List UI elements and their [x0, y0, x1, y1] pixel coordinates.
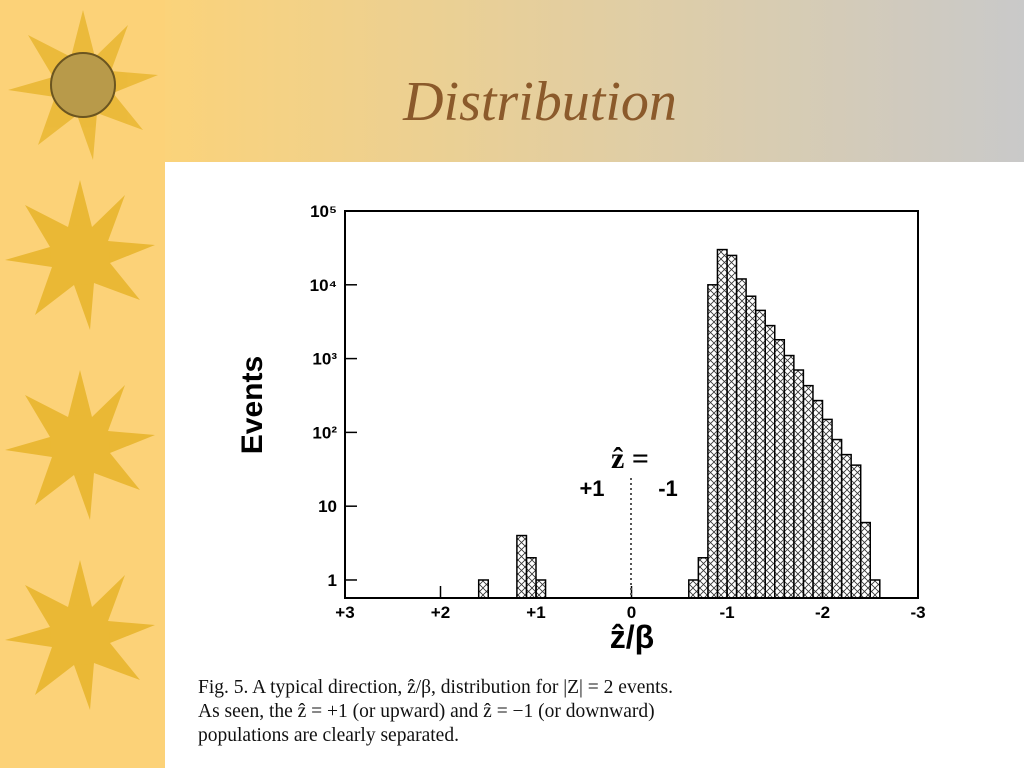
chart: 1 10 10² 10³ 10⁴ 10⁵ +3 +2 +1 0 -1 -2 -3	[310, 202, 926, 622]
histogram-bar	[688, 579, 700, 599]
header-band	[165, 0, 1024, 162]
caption-line: Fig. 5. A typical direction, ẑ/β, distri…	[198, 677, 673, 698]
histogram-bar	[764, 324, 776, 599]
histogram-bar	[850, 464, 862, 599]
slide-title: Distribution	[402, 71, 677, 133]
histogram-bar	[716, 248, 728, 599]
histogram-bar	[859, 521, 872, 599]
histogram-bar	[516, 534, 528, 599]
annotation: -1	[658, 476, 678, 501]
histogram-bar	[745, 295, 757, 599]
y-tick-label: 10²	[312, 423, 337, 442]
y-tick-label: 1	[328, 571, 337, 590]
histogram-bar	[831, 438, 843, 599]
histogram-bar	[869, 579, 881, 599]
sun-emblem	[8, 10, 158, 160]
histogram-bar	[840, 453, 852, 599]
histogram-bar	[812, 399, 824, 599]
y-tick-label: 10⁴	[310, 276, 337, 295]
annotation: +1	[579, 476, 604, 501]
x-tick-label: +1	[526, 603, 545, 622]
histogram-bar	[774, 339, 786, 599]
x-tick-label: -2	[815, 603, 830, 622]
x-axis-label: ẑ/β	[610, 619, 654, 655]
y-axis-label: Events	[236, 356, 269, 454]
x-tick-label: 0	[627, 603, 636, 622]
y-tick-label: 10	[318, 497, 337, 516]
x-tick-label: +2	[431, 603, 450, 622]
x-tick-label: -3	[910, 603, 925, 622]
y-tick-label: 10⁵	[310, 202, 337, 221]
histogram-bar	[726, 254, 738, 599]
histogram-bar	[525, 557, 537, 599]
histogram-bar	[754, 309, 766, 599]
histogram-bar	[821, 418, 833, 599]
x-tick-label: +3	[335, 603, 354, 622]
histogram-bar	[697, 557, 709, 599]
y-tick-label: 10³	[312, 350, 337, 369]
histogram-bar	[735, 278, 747, 599]
histogram-bar	[477, 579, 490, 599]
annotation: ẑ =	[611, 442, 649, 475]
x-tick-label: -1	[719, 603, 734, 622]
caption-line: As seen, the ẑ = +1 (or upward) and ẑ = …	[198, 701, 655, 722]
histogram-bar	[535, 579, 547, 599]
plot-frame	[344, 210, 919, 599]
histogram-bar	[783, 354, 795, 599]
histogram-bar	[707, 284, 719, 599]
caption-line: populations are clearly separated.	[198, 725, 459, 746]
histogram-bar	[802, 384, 814, 599]
histogram-bar	[793, 369, 805, 599]
